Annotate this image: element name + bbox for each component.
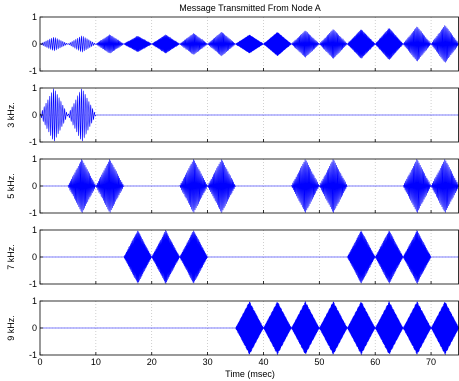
y-tick-label: -1 [29,279,37,289]
x-tick-label: 0 [37,357,42,367]
signal-trace [39,24,459,63]
signal-trace [39,88,459,142]
x-tick-label: 10 [91,357,101,367]
y-tick-label: -1 [29,137,37,147]
y-tick-label: 0 [32,252,37,262]
panel-3: -1 0 1 5 kHz. [6,154,459,218]
panel-4: -1 0 1 7 kHz. [6,225,459,289]
y-tick-label: 0 [32,39,37,49]
y-tick-label: 0 [32,110,37,120]
y-axis-title: 3 kHz. [6,102,16,128]
signal-trace [40,230,459,284]
x-tick-label: 70 [426,357,436,367]
y-tick-label: -1 [29,208,37,218]
y-tick-label: -1 [29,66,37,76]
x-tick-label: 30 [203,357,213,367]
x-tick-label: 20 [147,357,157,367]
y-tick-label: 1 [32,296,37,306]
y-tick-label: 1 [32,154,37,164]
y-tick-label: 0 [32,181,37,191]
signal-trace [40,301,459,355]
signal-trace [40,158,459,214]
panel-1: -1 0 1 [29,12,459,76]
y-tick-label: 1 [32,12,37,22]
y-axis-title: 5 kHz. [6,173,16,199]
x-tick-label: 50 [314,357,324,367]
x-tick-label: 60 [370,357,380,367]
x-axis-title: Time (msec) [225,369,275,379]
x-tick-label: 40 [258,357,268,367]
chart-title: Message Transmitted From Node A [179,3,321,13]
y-tick-label: 0 [32,323,37,333]
y-axis-title: 9 kHz. [6,315,16,341]
y-tick-label: 1 [32,83,37,93]
panel-2: -1 0 1 3 kHz. [6,83,459,147]
y-tick-label: 1 [32,225,37,235]
y-tick-label: -1 [29,350,37,360]
y-axis-title: 7 kHz. [6,244,16,270]
